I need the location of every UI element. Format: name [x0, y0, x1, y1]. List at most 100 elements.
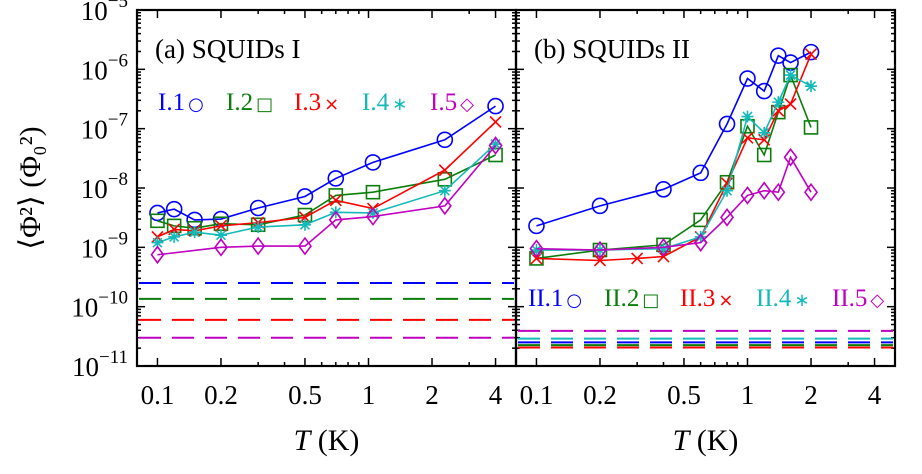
y-tick-label: 10−8 — [81, 169, 128, 204]
legend-entry: I.4 ∗ — [362, 89, 407, 116]
circle-marker — [436, 131, 454, 149]
star-marker — [168, 230, 181, 243]
legend-symbol: □ — [256, 94, 273, 115]
square-marker — [803, 120, 819, 135]
x-axis-unit: (K) — [697, 424, 739, 457]
x-marker — [804, 48, 818, 61]
diamond-marker — [783, 147, 798, 167]
circle-marker — [802, 43, 820, 61]
diamond-marker — [771, 182, 786, 202]
y-tick-base: 10 — [72, 352, 99, 382]
x-axis-variable: T — [673, 424, 692, 457]
series-I.3 — [151, 115, 502, 243]
x-marker — [784, 97, 797, 111]
y-tick-base: 10 — [81, 0, 108, 26]
y-axis-label: ⟨Φ²⟩ (Φ₀²) — [14, 126, 47, 249]
legend-label: II.5 — [832, 285, 867, 312]
circle-marker — [718, 115, 736, 133]
series-line — [157, 105, 496, 221]
y-tick-base: 10 — [71, 293, 98, 323]
square-marker — [150, 213, 165, 229]
circle-marker — [165, 200, 183, 218]
y-tick-exponent: −9 — [108, 228, 128, 249]
y-tick-exponent: −7 — [108, 110, 128, 131]
diamond-marker — [804, 182, 819, 202]
series-I.1 — [149, 97, 504, 229]
circle-marker — [755, 82, 773, 100]
series-I.2 — [150, 147, 503, 236]
diamond-marker — [656, 237, 671, 257]
circle-marker — [364, 154, 382, 171]
x-tick-label: 1 — [741, 380, 755, 410]
x-axis-label: T (K) — [294, 424, 360, 457]
diamond-marker — [365, 207, 380, 226]
diamond-marker — [251, 236, 266, 256]
panel-a: 0.1 0.2 0.5 1 2 4 T (K) (a) SQUIDs I I.1 ○ I.2 □ I.3… — [135, 8, 518, 457]
series-II.3 — [530, 48, 818, 267]
y-tick-exponent: −11 — [99, 347, 128, 368]
x-axis-label: T (K) — [673, 424, 739, 457]
x-tick-label: 4 — [489, 380, 503, 410]
y-tick-exponent: −5 — [108, 0, 128, 12]
x-axis-space — [689, 424, 697, 457]
y-tick-base: 10 — [81, 174, 108, 204]
square-marker — [693, 212, 708, 228]
diamond-marker — [297, 236, 312, 256]
circle-marker — [591, 197, 609, 215]
diamond-marker — [213, 237, 228, 257]
y-tick-base: 10 — [81, 55, 108, 85]
legend-label: II.3 — [680, 285, 715, 312]
star-marker — [252, 221, 265, 234]
y-tick-label: 10−6 — [81, 50, 128, 85]
x-marker — [772, 104, 785, 117]
x-tick-label: 0.5 — [288, 380, 322, 410]
series-I.4 — [151, 138, 502, 249]
square-marker — [756, 147, 772, 163]
square-marker — [328, 188, 344, 203]
x-axis-unit: (K) — [318, 424, 360, 457]
star-marker — [772, 96, 785, 109]
panel-title: (b) SQUIDs II — [534, 34, 690, 64]
legend-entry: II.5 ◇ — [832, 285, 884, 312]
y-tick-base: 10 — [81, 115, 108, 145]
legend-label: II.4 — [756, 285, 792, 312]
legend-label: I.1 — [158, 89, 185, 116]
legend-entry: II.3 × — [680, 285, 734, 312]
legend-symbol: × — [718, 290, 733, 311]
star-marker — [784, 69, 797, 82]
panel-title: (a) SQUIDs I — [155, 34, 300, 64]
x-tick-label: 2 — [804, 380, 818, 410]
legend-symbol: ∗ — [794, 290, 809, 311]
star-marker — [151, 236, 164, 249]
circle-marker — [249, 199, 267, 217]
series-I.5 — [150, 136, 503, 265]
star-marker — [657, 242, 670, 255]
star-marker — [694, 230, 707, 243]
legend-symbol: ∗ — [392, 94, 407, 115]
x-marker — [631, 252, 644, 265]
diamond-marker — [592, 240, 607, 260]
legend-symbol: × — [324, 94, 339, 115]
y-tick-exponent: −6 — [108, 50, 128, 71]
legend-symbol: □ — [642, 290, 659, 311]
square-marker — [365, 184, 381, 200]
circle-marker — [327, 170, 345, 187]
x-marker — [489, 115, 502, 128]
legend-entry: I.3 × — [294, 89, 339, 116]
x-marker — [214, 219, 228, 232]
x-tick-label: 0.1 — [520, 380, 554, 410]
panel-b: 0.1 0.2 0.5 1 2 4 T (K) (b) SQUIDs II II.1 ○ II.2 □… — [514, 8, 897, 457]
x-tick-label: 0.5 — [667, 380, 701, 410]
x-tick-label: 0.2 — [583, 380, 617, 410]
y-tick-exponent: −10 — [98, 288, 128, 309]
x-tick-label: 2 — [425, 380, 439, 410]
x-tick-label: 0.1 — [141, 380, 175, 410]
x-marker — [741, 131, 754, 144]
circle-marker — [770, 47, 787, 64]
y-tick-label: 10−7 — [81, 110, 128, 145]
legend-label: II.1 — [528, 285, 563, 312]
diamond-marker — [488, 136, 503, 155]
star-marker — [741, 110, 754, 123]
